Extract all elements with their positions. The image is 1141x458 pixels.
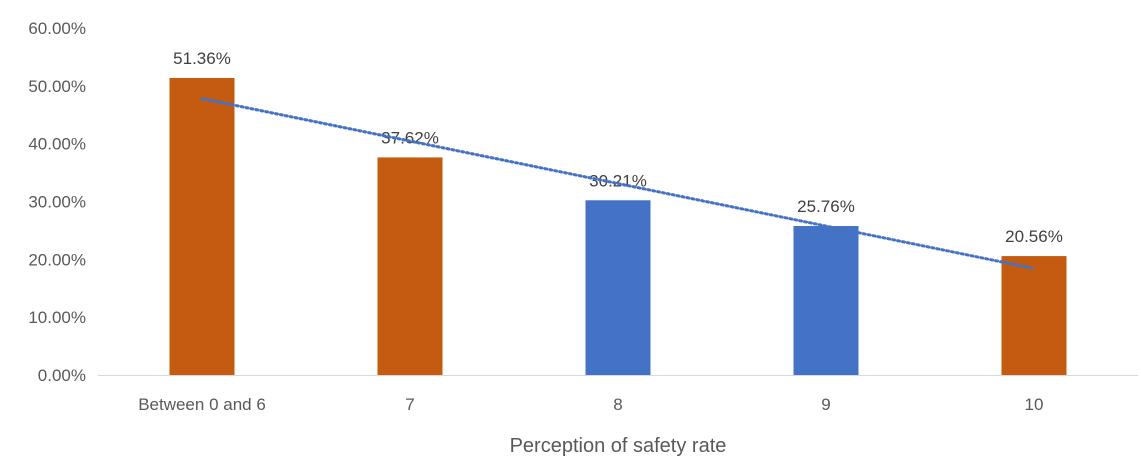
y-tick-label: 20.00% bbox=[28, 250, 86, 269]
x-axis-title: Perception of safety rate bbox=[510, 435, 727, 457]
y-tick-label: 10.00% bbox=[28, 308, 86, 327]
x-tick-label: 8 bbox=[613, 395, 622, 414]
y-tick-label: 50.00% bbox=[28, 77, 86, 96]
bar bbox=[377, 157, 443, 375]
y-axis: 0.00% 10.00% 20.00% 30.00% 40.00% 50.00% 60.00… bbox=[28, 19, 86, 385]
bar bbox=[169, 77, 235, 375]
bar bbox=[793, 226, 859, 375]
y-tick-label: 0.00% bbox=[38, 366, 86, 385]
bars bbox=[169, 77, 1067, 375]
x-axis: Between 0 and 6 7 8 9 10 bbox=[138, 395, 1043, 414]
data-label: 25.76% bbox=[797, 197, 855, 216]
trendline bbox=[200, 97, 1036, 271]
y-tick-label: 40.00% bbox=[28, 135, 86, 154]
bar bbox=[1001, 256, 1067, 375]
x-tick-label: 10 bbox=[1025, 395, 1044, 414]
data-label: 51.36% bbox=[173, 49, 231, 68]
x-tick-label: 7 bbox=[405, 395, 414, 414]
data-label: 20.56% bbox=[1005, 227, 1063, 246]
bar bbox=[585, 200, 651, 375]
x-tick-label: 9 bbox=[821, 395, 830, 414]
y-tick-label: 30.00% bbox=[28, 193, 86, 212]
x-tick-label: Between 0 and 6 bbox=[138, 395, 266, 414]
y-tick-label: 60.00% bbox=[28, 19, 86, 38]
